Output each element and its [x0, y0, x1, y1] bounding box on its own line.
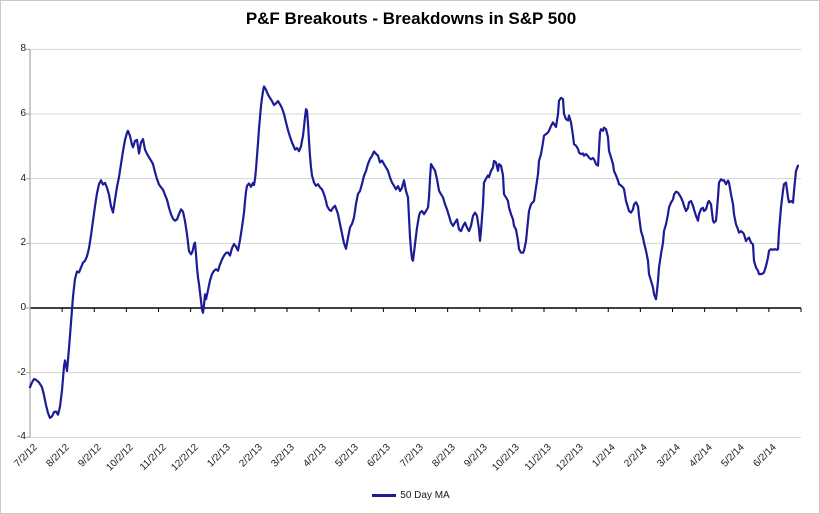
- y-axis-label: 6: [20, 108, 26, 120]
- y-axis-label: 2: [20, 237, 26, 249]
- chart-title: P&F Breakouts - Breakdowns in S&P 500: [245, 9, 577, 28]
- legend-line-swatch: [372, 493, 397, 497]
- series-50-day-ma: [28, 85, 800, 419]
- y-axis-label: 0: [20, 302, 26, 313]
- y-axis-label: 8: [20, 43, 26, 55]
- y-axis-label: -2: [17, 366, 26, 378]
- y-axis-label: -4: [17, 431, 26, 443]
- legend-label: 50 Day MA: [400, 489, 450, 501]
- y-axis-label: 4: [20, 172, 26, 184]
- legend: 50 Day MA: [1, 488, 819, 502]
